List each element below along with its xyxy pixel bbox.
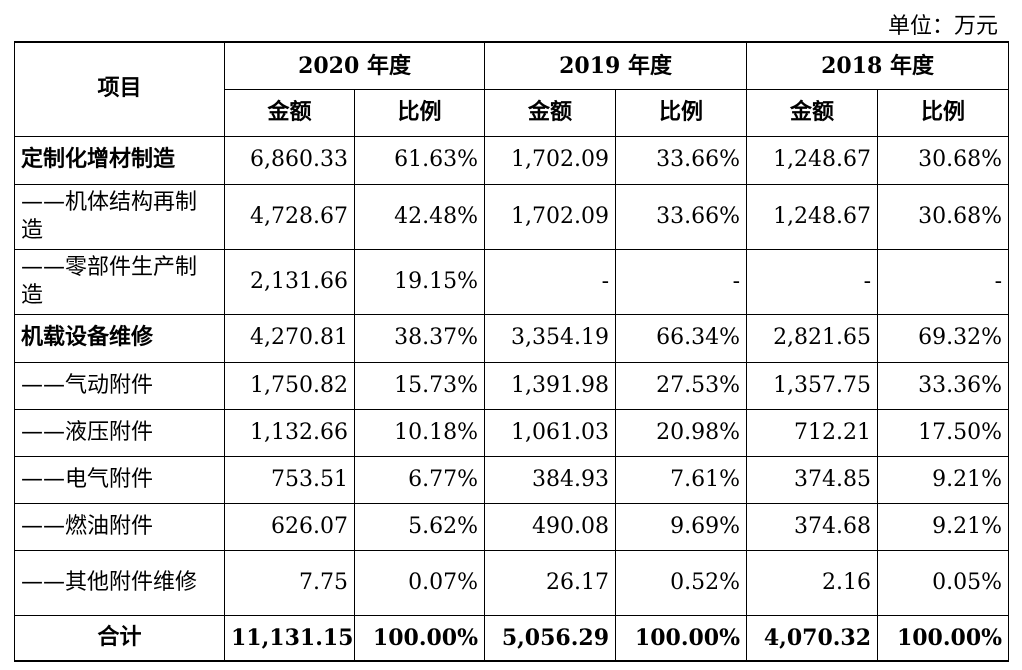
ratio-cell: 0.07% <box>353 549 486 616</box>
row-label: ——液压附件 <box>14 408 225 457</box>
total-amount-cell: 11,131.15 <box>224 614 355 662</box>
ratio-cell: 27.53% <box>615 361 748 410</box>
ratio-cell: 17.50% <box>877 408 1010 457</box>
amount-cell: 6,860.33 <box>224 135 355 185</box>
table-row: ——电气附件 753.51 6.77% 384.93 7.61% 374.85 9.21% <box>14 455 1010 504</box>
ratio-cell: 19.15% <box>353 248 486 315</box>
amount-cell: 3,354.19 <box>484 313 617 363</box>
ratio-cell: 33.66% <box>615 183 748 250</box>
ratio-cell: 0.05% <box>877 549 1010 616</box>
total-row: 合计 11,131.15 100.00% 5,056.29 100.00% 4,070.3… <box>14 614 1010 662</box>
unit-label: 单位：万元 <box>887 14 998 39</box>
amount-cell: 712.21 <box>746 408 879 457</box>
ratio-cell: 0.52% <box>615 549 748 616</box>
amount-cell: - <box>746 248 879 315</box>
amount-cell: 1,061.03 <box>484 408 617 457</box>
ratio-cell: 42.48% <box>353 183 486 250</box>
table-row: ——其他附件维修 7.75 0.07% 26.17 0.52% 2.16 0.05% <box>14 549 1010 616</box>
header-year-2020: 2020 年度 <box>223 41 486 90</box>
header-year-2018: 2018 年度 <box>746 41 1010 90</box>
amount-cell: 1,248.67 <box>746 135 879 185</box>
header-amount: 金额 <box>746 88 879 137</box>
ratio-cell: 5.62% <box>353 502 486 551</box>
ratio-cell: 38.37% <box>353 313 486 363</box>
header-amount: 金额 <box>224 88 355 137</box>
revenue-table: 项目 2020 年度 2019 年度 2018 年度 金额 比例 金额 比例 金… <box>14 41 1010 662</box>
amount-cell: 26.17 <box>484 549 617 616</box>
ratio-cell: 9.21% <box>877 455 1010 504</box>
ratio-cell: 15.73% <box>353 361 486 410</box>
ratio-cell: 69.32% <box>877 313 1010 363</box>
header-item: 项目 <box>14 41 225 137</box>
table-row: ——零部件生产制造 2,131.66 19.15% - - - - <box>14 248 1010 315</box>
amount-cell: 374.85 <box>746 455 879 504</box>
header-ratio: 比例 <box>877 88 1010 137</box>
amount-cell: 490.08 <box>484 502 617 551</box>
row-label: ——机体结构再制造 <box>14 183 225 250</box>
total-amount-cell: 5,056.29 <box>484 614 617 662</box>
table-row: ——机体结构再制造 4,728.67 42.48% 1,702.09 33.66% 1,2… <box>14 183 1010 250</box>
row-label: 机载设备维修 <box>14 313 225 363</box>
ratio-cell: 61.63% <box>353 135 486 185</box>
row-label: ——其他附件维修 <box>14 549 225 616</box>
ratio-cell: 30.68% <box>877 135 1010 185</box>
header-ratio: 比例 <box>615 88 748 137</box>
total-amount-cell: 4,070.32 <box>746 614 879 662</box>
amount-cell: 4,270.81 <box>224 313 355 363</box>
amount-cell: 2.16 <box>746 549 879 616</box>
total-ratio-cell: 100.00% <box>877 614 1010 662</box>
row-label: ——燃油附件 <box>14 502 225 551</box>
row-label: ——零部件生产制造 <box>14 248 225 315</box>
table-row: ——气动附件 1,750.82 15.73% 1,391.98 27.53% 1,357.… <box>14 361 1010 410</box>
amount-cell: 1,391.98 <box>484 361 617 410</box>
amount-cell: 1,248.67 <box>746 183 879 250</box>
total-ratio-cell: 100.00% <box>615 614 748 662</box>
amount-cell: 1,750.82 <box>224 361 355 410</box>
ratio-cell: 10.18% <box>353 408 486 457</box>
ratio-cell: 6.77% <box>353 455 486 504</box>
row-label: 定制化增材制造 <box>14 135 225 185</box>
table-row: ——液压附件 1,132.66 10.18% 1,061.03 20.98% 712.21… <box>14 408 1010 457</box>
ratio-cell: 30.68% <box>877 183 1010 250</box>
amount-cell: 1,702.09 <box>484 135 617 185</box>
ratio-cell: 9.69% <box>615 502 748 551</box>
header-amount: 金额 <box>484 88 617 137</box>
amount-cell: 7.75 <box>224 549 355 616</box>
amount-cell: 1,132.66 <box>224 408 355 457</box>
amount-cell: 1,702.09 <box>484 183 617 250</box>
ratio-cell: - <box>615 248 748 315</box>
ratio-cell: 9.21% <box>877 502 1010 551</box>
header-ratio: 比例 <box>353 88 486 137</box>
row-label: ——气动附件 <box>14 361 225 410</box>
ratio-cell: 33.66% <box>615 135 748 185</box>
row-label: ——电气附件 <box>14 455 225 504</box>
table-row: 机载设备维修 4,270.81 38.37% 3,354.19 66.34% 2,821.… <box>14 313 1010 363</box>
ratio-cell: 33.36% <box>877 361 1010 410</box>
header-year-2019: 2019 年度 <box>484 41 748 90</box>
ratio-cell: - <box>877 248 1010 315</box>
total-label: 合计 <box>14 614 225 662</box>
ratio-cell: 66.34% <box>615 313 748 363</box>
amount-cell: 2,821.65 <box>746 313 879 363</box>
amount-cell: 374.68 <box>746 502 879 551</box>
amount-cell: 384.93 <box>484 455 617 504</box>
table-row: 定制化增材制造 6,860.33 61.63% 1,702.09 33.66% 1,248… <box>14 135 1010 185</box>
amount-cell: 1,357.75 <box>746 361 879 410</box>
total-ratio-cell: 100.00% <box>353 614 486 662</box>
amount-cell: 753.51 <box>224 455 355 504</box>
amount-cell: 4,728.67 <box>224 183 355 250</box>
amount-cell: 626.07 <box>224 502 355 551</box>
ratio-cell: 20.98% <box>615 408 748 457</box>
amount-cell: 2,131.66 <box>224 248 355 315</box>
ratio-cell: 7.61% <box>615 455 748 504</box>
amount-cell: - <box>484 248 617 315</box>
table-row: ——燃油附件 626.07 5.62% 490.08 9.69% 374.68 9.21% <box>14 502 1010 551</box>
